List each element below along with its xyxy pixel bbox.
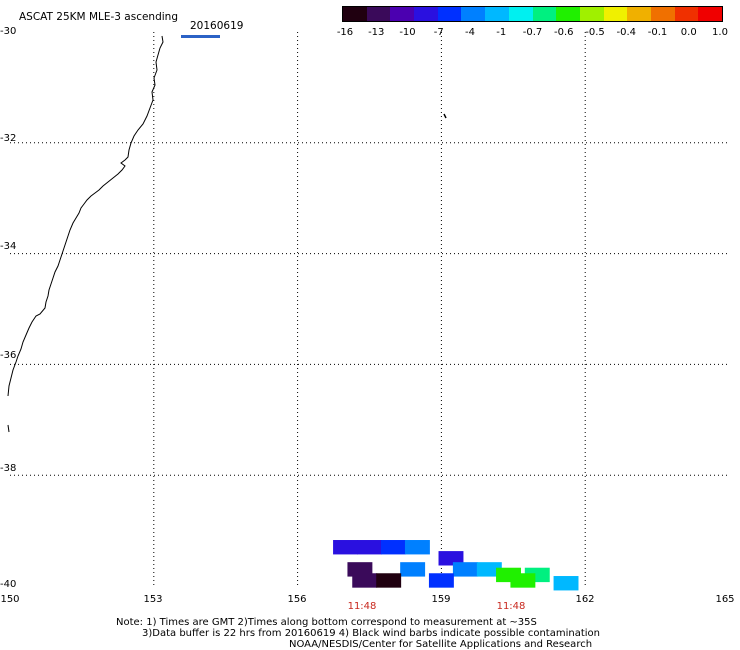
colorbar-swatch [366,7,391,21]
wind-cells [333,540,579,591]
wind-cell [428,573,454,588]
colorbar-tick-label: 1.0 [712,27,728,38]
colorbar-tick-label: 0.0 [680,27,697,38]
colorbar-tick-label: -0.5 [585,27,605,38]
colorbar-tick-label: -0.4 [616,27,637,38]
wind-cell [381,540,406,555]
colorbar-swatch [698,7,722,21]
wind-cell [400,562,426,577]
wind-cell [510,573,536,588]
colorbar-tick-label: -1 [496,27,507,38]
wind-cell [438,551,464,566]
wind-cell [476,562,502,577]
coastline-fragment [7,424,10,433]
colorbar-swatch [508,7,533,21]
wind-cell [347,562,373,577]
wind-cell [376,573,402,588]
colorbar-tick-label: -16 [336,27,354,38]
colorbar-swatch [437,7,462,21]
wind-cell [352,573,378,588]
time-label: 11:48 [496,601,526,612]
lon-label: 165 [715,594,735,605]
lon-label: 153 [143,594,163,605]
colorbar-tick-label: -4 [465,27,475,38]
wind-cell [357,540,382,555]
note-line-2: 3)Data buffer is 22 hrs from 20160619 4)… [142,628,600,639]
wind-cell [333,540,358,555]
colorbar-tick-label: -7 [433,27,444,38]
colorbar-swatch [532,7,557,21]
lat-label: -34 [0,241,17,252]
colorbar-tick-label: -0.7 [522,27,543,38]
colorbar-tick-label: -0.1 [647,27,668,38]
colorbar-swatch [343,7,367,21]
lat-label: -36 [0,350,17,361]
date-label: 20160619 [190,20,244,32]
colorbar-swatch [461,7,486,21]
colorbar-swatch [603,7,628,21]
map-title: ASCAT 25KM MLE-3 ascending [19,11,178,23]
colorbar [342,6,723,22]
colorbar-tick-label: -0.6 [553,27,574,38]
wind-cell [404,540,430,555]
colorbar-swatch [674,7,699,21]
coastline [7,35,164,397]
lat-label: -30 [0,26,17,37]
note-line-3: NOAA/NESDIS/Center for Satellite Applica… [289,639,593,650]
colorbar-swatch [414,7,438,21]
colorbar-tick-label: -10 [399,27,416,38]
colorbar-swatch [485,7,509,21]
colorbar-swatch [390,7,415,21]
colorbar-tick-label: -13 [368,27,385,38]
lon-label: 156 [287,594,307,605]
island-marker [443,113,447,119]
lon-label: 150 [0,594,20,605]
wind-cell [553,576,579,591]
colorbar-swatch [627,7,651,21]
time-label: 11:48 [347,601,377,612]
lon-label: 159 [431,594,451,605]
lat-label: -32 [0,133,17,144]
graticule [10,32,729,586]
note-line-1: Note: 1) Times are GMT 2)Times along bot… [116,617,537,628]
lat-label: -38 [0,463,17,474]
wind-cell [452,562,478,577]
date-indicator-line [181,35,220,38]
colorbar-swatch [556,7,580,21]
lon-label: 162 [575,594,595,605]
colorbar-swatch [650,7,675,21]
lat-label: -40 [0,579,17,590]
colorbar-swatch [579,7,604,21]
